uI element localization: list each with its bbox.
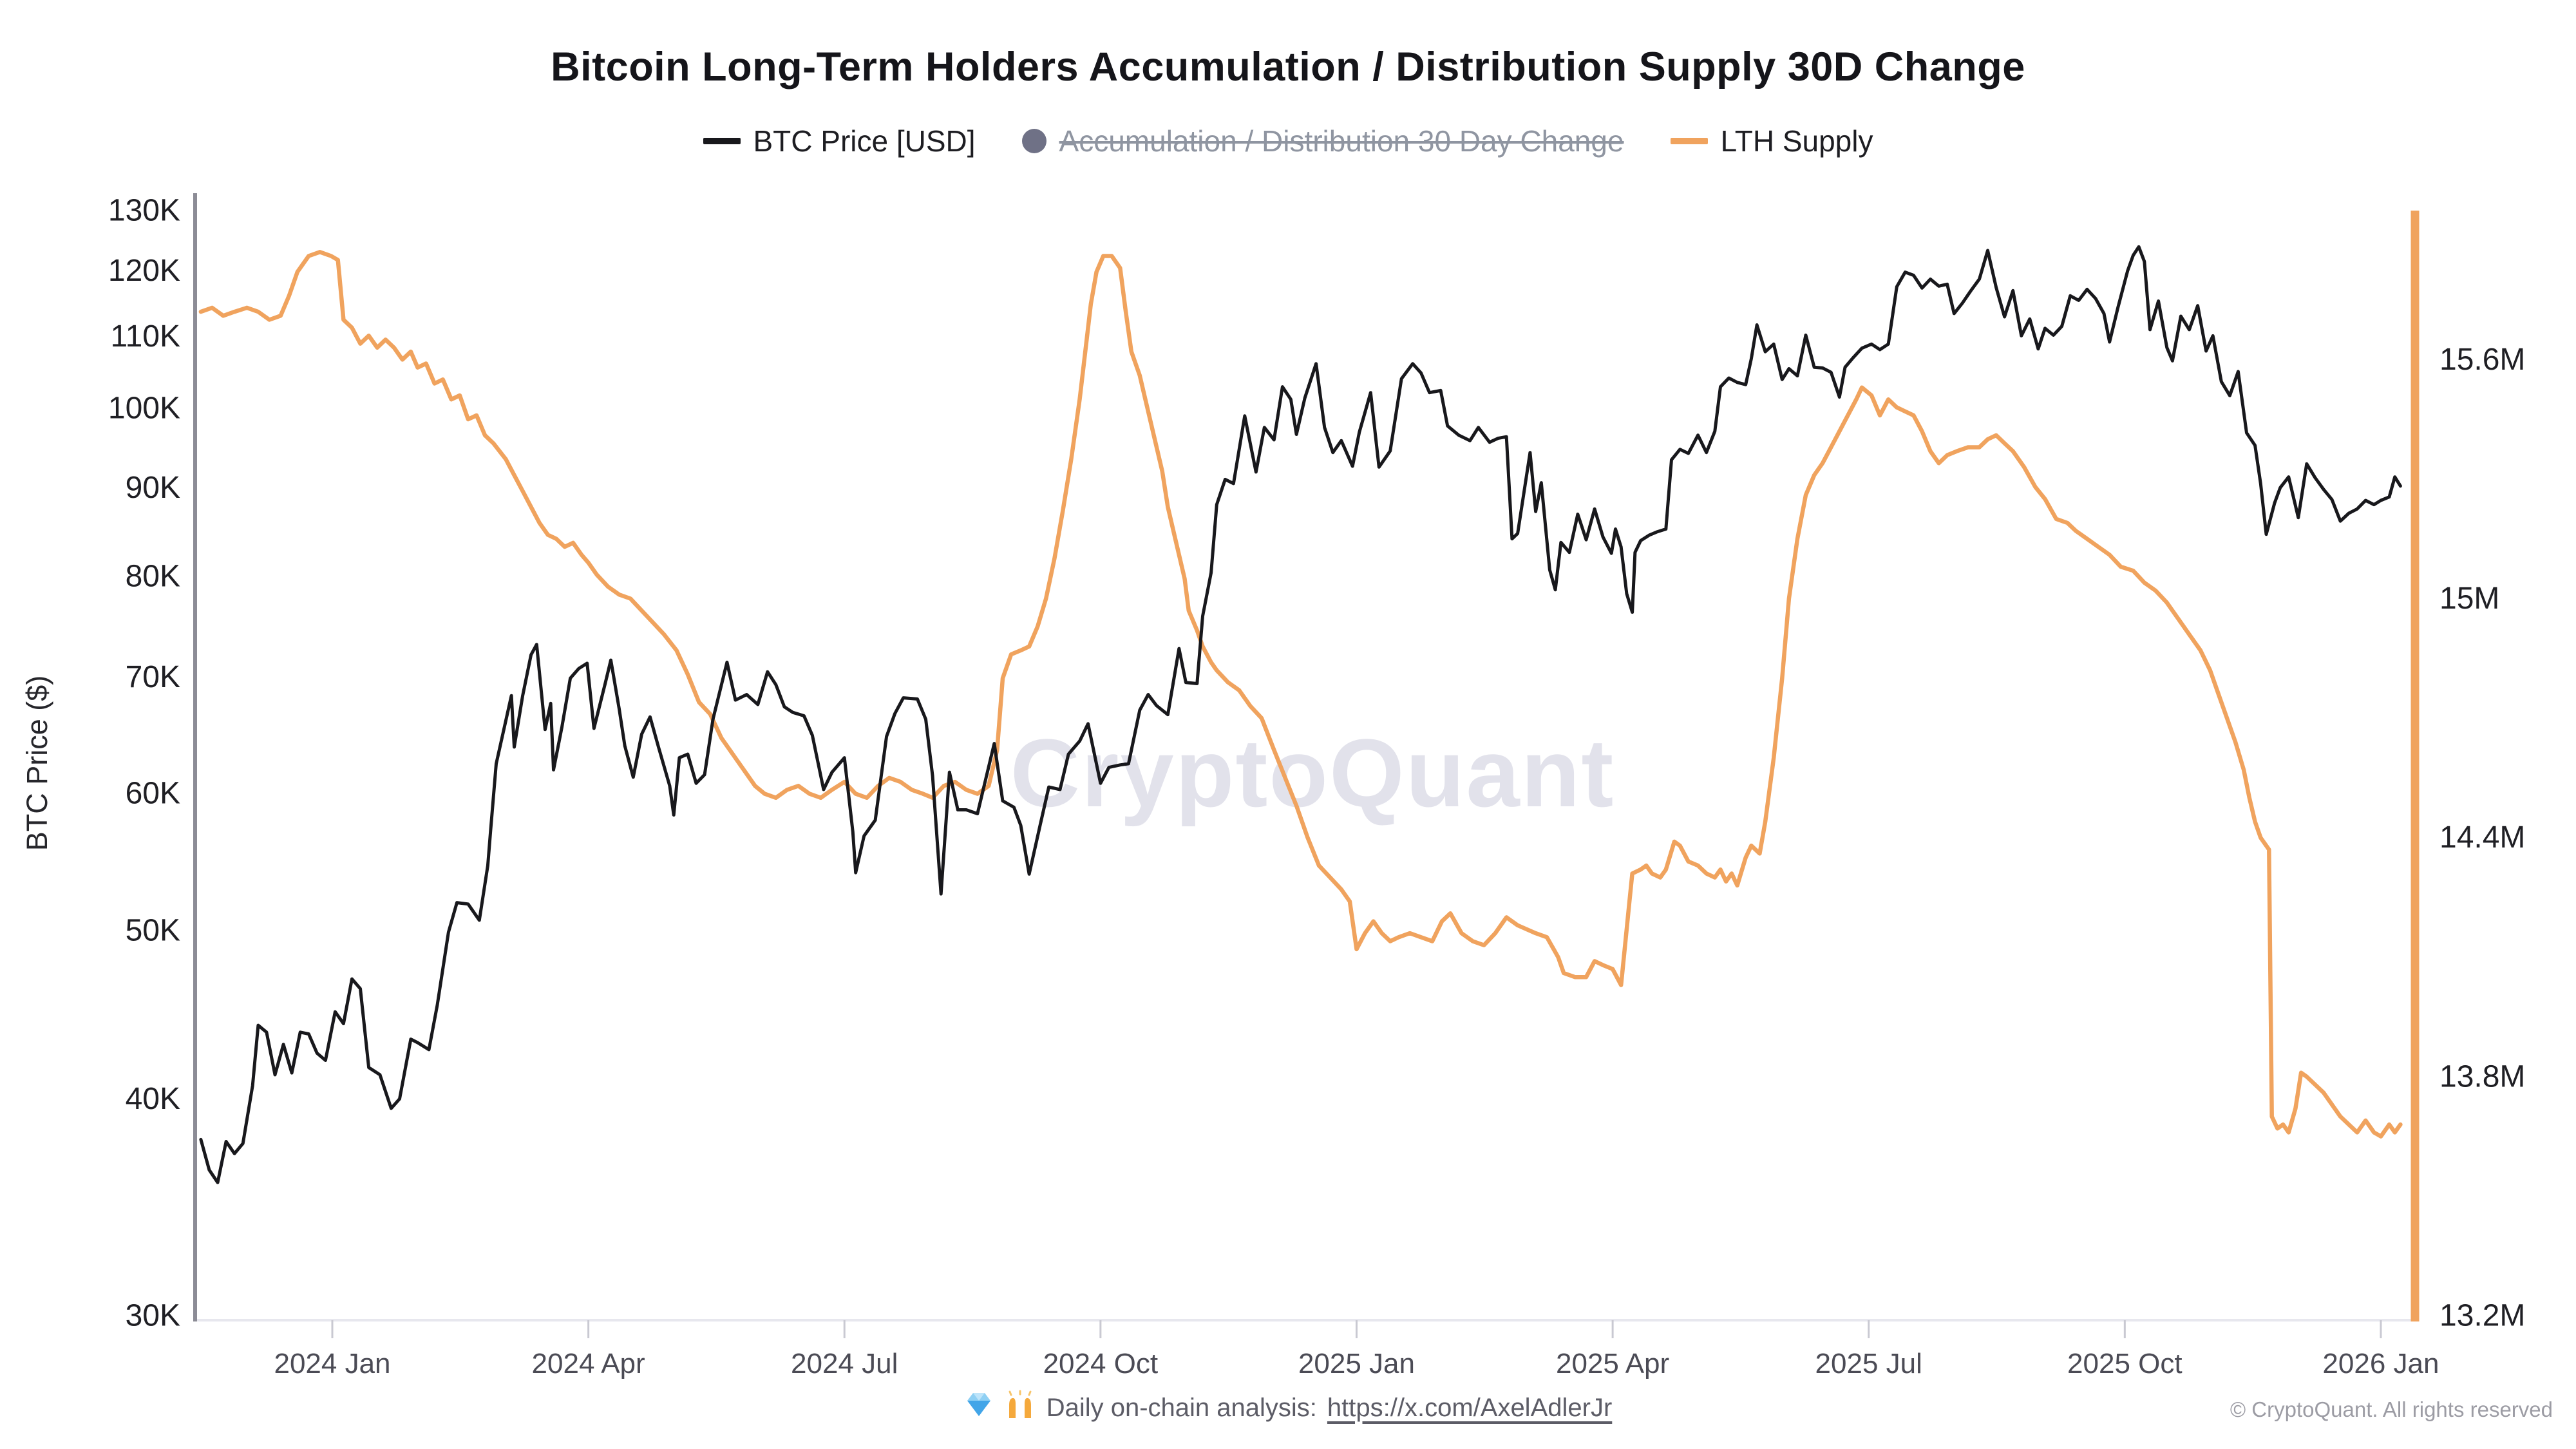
footer: Daily on-chain analysis: https://x.com/A… <box>0 1390 2576 1426</box>
accum-dist-swatch-icon <box>1021 129 1046 153</box>
y-right-tick-label: 15M <box>2439 582 2499 616</box>
page-title: Bitcoin Long-Term Holders Accumulation /… <box>551 44 2025 90</box>
y-right-tick-label: 13.2M <box>2439 1299 2525 1333</box>
y-left-tick-label: 130K <box>108 194 180 228</box>
y-left-tick-label: 60K <box>126 776 180 810</box>
y-left-tick-label: 110K <box>110 319 180 354</box>
btc-price-line <box>199 245 2402 1184</box>
x-tick-label: 2024 Apr <box>532 1348 645 1379</box>
legend-item-btc-price[interactable]: BTC Price [USD] <box>703 124 976 158</box>
x-tick-label: 2024 Oct <box>1043 1348 1159 1379</box>
x-tick-label: 2025 Jan <box>1298 1348 1415 1379</box>
legend-label: BTC Price [USD] <box>753 124 976 158</box>
y-left-tick-label: 80K <box>126 560 180 594</box>
raised-hands-icon <box>1004 1390 1036 1426</box>
y-left-tick-label: 70K <box>126 660 180 694</box>
lth-supply-line <box>198 250 2403 1139</box>
legend-label: Accumulation / Distribution 30 Day Chang… <box>1059 124 1624 158</box>
x-tick-label: 2026 Jan <box>2322 1348 2439 1379</box>
x-tick-label: 2025 Apr <box>1556 1348 1669 1379</box>
lth-supply-swatch-icon <box>1670 138 1708 144</box>
x-tick-label: 2025 Jul <box>1815 1348 1922 1379</box>
legend-item-accum-dist[interactable]: Accumulation / Distribution 30 Day Chang… <box>1021 124 1624 158</box>
y-left-tick-label: 100K <box>108 392 180 426</box>
btc-price-swatch-icon <box>703 138 741 144</box>
copyright: © CryptoQuant. All rights reserved <box>2230 1397 2553 1421</box>
y-left-tick-label: 120K <box>108 254 180 288</box>
y-right-tick-labels: 15.6M 15M 14.4M 13.8M 13.2M <box>2439 343 2525 1333</box>
footer-link[interactable]: https://x.com/AxelAdlerJr <box>1327 1393 1613 1422</box>
y-left-tick-label: 40K <box>126 1082 180 1116</box>
y-right-tick-label: 13.8M <box>2439 1059 2525 1094</box>
x-tick-label: 2024 Jan <box>274 1348 390 1379</box>
y-right-tick-label: 14.4M <box>2439 820 2525 855</box>
x-tick-labels: 2024 Jan 2024 Apr 2024 Jul 2024 Oct 2025 Jan… <box>274 1348 2439 1379</box>
y-right-tick-label: 15.6M <box>2439 343 2525 377</box>
gem-icon <box>964 1390 994 1426</box>
legend-item-lth-supply[interactable]: LTH Supply <box>1670 124 1873 158</box>
y-left-tick-label: 90K <box>126 471 180 505</box>
footer-text: Daily on-chain analysis: <box>1046 1393 1317 1422</box>
y-left-tick-labels: 130K 120K 110K 100K 90K 80K 70K 60K 50K 40K 30K <box>108 194 180 1333</box>
x-tick-label: 2024 Jul <box>791 1348 898 1379</box>
x-tick-marks <box>331 1320 2382 1338</box>
x-tick-label: 2025 Oct <box>2067 1348 2183 1379</box>
legend: BTC Price [USD] Accumulation / Distribut… <box>0 124 2576 158</box>
y-left-tick-label: 30K <box>126 1299 180 1333</box>
watermark: CryptoQuant <box>1010 719 1615 827</box>
y-left-tick-label: 50K <box>126 914 180 948</box>
legend-label: LTH Supply <box>1720 124 1873 158</box>
